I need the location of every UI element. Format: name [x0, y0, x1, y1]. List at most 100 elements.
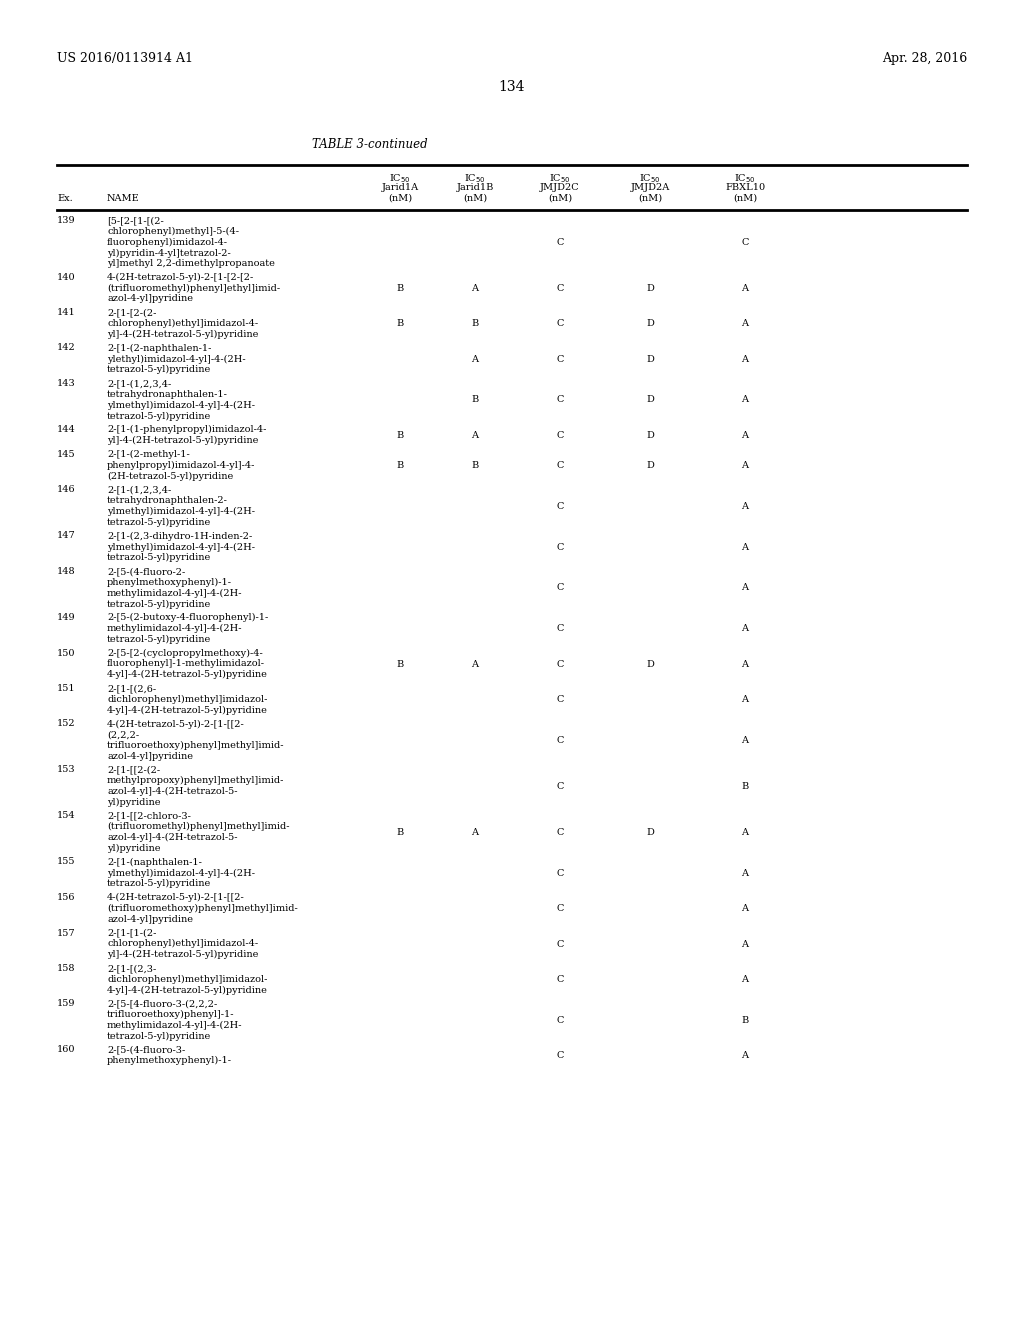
Text: IC$_{50}$: IC$_{50}$ [464, 172, 485, 185]
Text: 143: 143 [57, 379, 76, 388]
Text: B: B [396, 284, 403, 293]
Text: B: B [396, 319, 403, 329]
Text: D: D [646, 319, 654, 329]
Text: 141: 141 [57, 308, 76, 317]
Text: 4-(2H-tetrazol-5-yl)-2-[1-[[2-
(2,2,2-
trifluoroethoxy)phenyl]methyl]imid-
azol-: 4-(2H-tetrazol-5-yl)-2-[1-[[2- (2,2,2- t… [106, 719, 285, 762]
Text: Apr. 28, 2016: Apr. 28, 2016 [882, 51, 967, 65]
Text: 139: 139 [57, 216, 76, 224]
Text: Jarid1A: Jarid1A [381, 183, 419, 191]
Text: B: B [741, 781, 749, 791]
Text: 2-[1-[1-(2-
chlorophenyl)ethyl]imidazol-4-
yl]-4-(2H-tetrazol-5-yl)pyridine: 2-[1-[1-(2- chlorophenyl)ethyl]imidazol-… [106, 928, 258, 960]
Text: B: B [471, 396, 478, 404]
Text: 156: 156 [57, 894, 76, 902]
Text: C: C [556, 904, 563, 913]
Text: Jarid1B: Jarid1B [457, 183, 494, 191]
Text: D: D [646, 461, 654, 470]
Text: 2-[5-(4-fluoro-3-
phenylmethoxyphenyl)-1-: 2-[5-(4-fluoro-3- phenylmethoxyphenyl)-1… [106, 1045, 232, 1065]
Text: D: D [646, 284, 654, 293]
Text: 152: 152 [57, 719, 76, 729]
Text: B: B [471, 461, 478, 470]
Text: C: C [556, 940, 563, 949]
Text: C: C [556, 543, 563, 552]
Text: IC$_{50}$: IC$_{50}$ [549, 172, 570, 185]
Text: 2-[1-(1,2,3,4-
tetrahydronaphthalen-2-
ylmethyl)imidazol-4-yl]-4-(2H-
tetrazol-5: 2-[1-(1,2,3,4- tetrahydronaphthalen-2- y… [106, 486, 255, 527]
Text: C: C [556, 660, 563, 669]
Text: 155: 155 [57, 858, 76, 866]
Text: A: A [741, 284, 749, 293]
Text: 2-[1-[[2-chloro-3-
(trifluoromethyl)phenyl]methyl]imid-
azol-4-yl]-4-(2H-tetrazo: 2-[1-[[2-chloro-3- (trifluoromethyl)phen… [106, 812, 290, 853]
Text: A: A [741, 396, 749, 404]
Text: 134: 134 [499, 81, 525, 94]
Text: 146: 146 [57, 486, 76, 495]
Text: 2-[1-(1,2,3,4-
tetrahydronaphthalen-1-
ylmethyl)imidazol-4-yl]-4-(2H-
tetrazol-5: 2-[1-(1,2,3,4- tetrahydronaphthalen-1- y… [106, 379, 255, 421]
Text: NAME: NAME [106, 194, 139, 203]
Text: 153: 153 [57, 766, 76, 775]
Text: 4-(2H-tetrazol-5-yl)-2-[1-[2-[2-
(trifluoromethyl)phenyl]ethyl]imid-
azol-4-yl]p: 4-(2H-tetrazol-5-yl)-2-[1-[2-[2- (triflu… [106, 272, 281, 304]
Text: C: C [556, 502, 563, 511]
Text: IC$_{50}$: IC$_{50}$ [639, 172, 660, 185]
Text: 160: 160 [57, 1045, 76, 1055]
Text: C: C [556, 737, 563, 744]
Text: B: B [396, 461, 403, 470]
Text: C: C [556, 975, 563, 985]
Text: 2-[1-(1-phenylpropyl)imidazol-4-
yl]-4-(2H-tetrazol-5-yl)pyridine: 2-[1-(1-phenylpropyl)imidazol-4- yl]-4-(… [106, 425, 266, 445]
Text: 144: 144 [57, 425, 76, 434]
Text: A: A [741, 940, 749, 949]
Text: C: C [556, 696, 563, 705]
Text: 2-[1-[(2,6-
dichlorophenyl)methyl]imidazol-
4-yl]-4-(2H-tetrazol-5-yl)pyridine: 2-[1-[(2,6- dichlorophenyl)methyl]imidaz… [106, 684, 268, 715]
Text: A: A [741, 869, 749, 878]
Text: B: B [471, 319, 478, 329]
Text: C: C [556, 461, 563, 470]
Text: C: C [556, 624, 563, 634]
Text: 140: 140 [57, 272, 76, 281]
Text: C: C [556, 828, 563, 837]
Text: C: C [556, 284, 563, 293]
Text: D: D [646, 396, 654, 404]
Text: Ex.: Ex. [57, 194, 73, 203]
Text: A: A [741, 502, 749, 511]
Text: 147: 147 [57, 532, 76, 540]
Text: C: C [556, 238, 563, 247]
Text: A: A [741, 624, 749, 634]
Text: 2-[1-(2-methyl-1-
phenylpropyl)imidazol-4-yl]-4-
(2H-tetrazol-5-yl)pyridine: 2-[1-(2-methyl-1- phenylpropyl)imidazol-… [106, 450, 255, 480]
Text: C: C [556, 869, 563, 878]
Text: C: C [556, 781, 563, 791]
Text: JMJD2A: JMJD2A [631, 183, 670, 191]
Text: B: B [396, 828, 403, 837]
Text: A: A [741, 737, 749, 744]
Text: D: D [646, 660, 654, 669]
Text: A: A [741, 543, 749, 552]
Text: (nM): (nM) [733, 194, 757, 203]
Text: 2-[1-(2,3-dihydro-1H-inden-2-
ylmethyl)imidazol-4-yl]-4-(2H-
tetrazol-5-yl)pyrid: 2-[1-(2,3-dihydro-1H-inden-2- ylmethyl)i… [106, 532, 255, 562]
Text: A: A [741, 432, 749, 440]
Text: C: C [556, 1052, 563, 1060]
Text: C: C [556, 583, 563, 593]
Text: 151: 151 [57, 684, 76, 693]
Text: 158: 158 [57, 964, 76, 973]
Text: [5-[2-[1-[(2-
chlorophenyl)methyl]-5-(4-
fluorophenyl)imidazol-4-
yl)pyridin-4-y: [5-[2-[1-[(2- chlorophenyl)methyl]-5-(4-… [106, 216, 274, 268]
Text: 149: 149 [57, 612, 76, 622]
Text: (nM): (nM) [388, 194, 412, 203]
Text: B: B [741, 1016, 749, 1026]
Text: C: C [556, 396, 563, 404]
Text: 159: 159 [57, 999, 76, 1008]
Text: A: A [741, 583, 749, 593]
Text: JMJD2C: JMJD2C [541, 183, 580, 191]
Text: C: C [556, 432, 563, 440]
Text: 2-[1-(naphthalen-1-
ylmethyl)imidazol-4-yl]-4-(2H-
tetrazol-5-yl)pyridine: 2-[1-(naphthalen-1- ylmethyl)imidazol-4-… [106, 858, 255, 888]
Text: D: D [646, 828, 654, 837]
Text: A: A [471, 355, 478, 364]
Text: 145: 145 [57, 450, 76, 459]
Text: 4-(2H-tetrazol-5-yl)-2-[1-[[2-
(trifluoromethoxy)phenyl]methyl]imid-
azol-4-yl]p: 4-(2H-tetrazol-5-yl)-2-[1-[[2- (trifluor… [106, 894, 298, 924]
Text: A: A [741, 461, 749, 470]
Text: D: D [646, 432, 654, 440]
Text: A: A [741, 696, 749, 705]
Text: A: A [471, 828, 478, 837]
Text: C: C [556, 355, 563, 364]
Text: IC$_{50}$: IC$_{50}$ [389, 172, 411, 185]
Text: A: A [741, 1052, 749, 1060]
Text: 150: 150 [57, 648, 76, 657]
Text: 2-[5-[2-(cyclopropylmethoxy)-4-
fluorophenyl]-1-methylimidazol-
4-yl]-4-(2H-tetr: 2-[5-[2-(cyclopropylmethoxy)-4- fluoroph… [106, 648, 268, 680]
Text: 2-[5-(2-butoxy-4-fluorophenyl)-1-
methylimidazol-4-yl]-4-(2H-
tetrazol-5-yl)pyri: 2-[5-(2-butoxy-4-fluorophenyl)-1- methyl… [106, 612, 268, 644]
Text: 142: 142 [57, 343, 76, 352]
